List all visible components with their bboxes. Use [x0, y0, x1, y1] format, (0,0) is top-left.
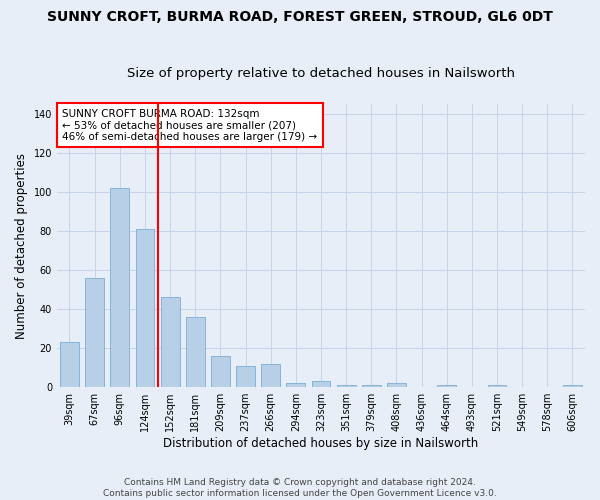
Bar	[60, 342, 79, 387]
Bar	[110, 188, 129, 387]
Bar	[437, 386, 456, 387]
Bar	[286, 384, 305, 387]
Text: SUNNY CROFT BURMA ROAD: 132sqm
← 53% of detached houses are smaller (207)
46% of: SUNNY CROFT BURMA ROAD: 132sqm ← 53% of …	[62, 108, 317, 142]
Bar	[563, 386, 582, 387]
Bar	[337, 386, 356, 387]
Text: Contains HM Land Registry data © Crown copyright and database right 2024.
Contai: Contains HM Land Registry data © Crown c…	[103, 478, 497, 498]
Bar	[236, 366, 255, 387]
X-axis label: Distribution of detached houses by size in Nailsworth: Distribution of detached houses by size …	[163, 437, 479, 450]
Bar	[186, 317, 205, 387]
Bar	[362, 386, 380, 387]
Bar	[211, 356, 230, 387]
Bar	[136, 229, 154, 387]
Bar	[85, 278, 104, 387]
Title: Size of property relative to detached houses in Nailsworth: Size of property relative to detached ho…	[127, 66, 515, 80]
Bar	[311, 382, 331, 387]
Y-axis label: Number of detached properties: Number of detached properties	[15, 152, 28, 338]
Bar	[488, 386, 506, 387]
Bar	[161, 298, 179, 387]
Bar	[261, 364, 280, 387]
Bar	[387, 384, 406, 387]
Text: SUNNY CROFT, BURMA ROAD, FOREST GREEN, STROUD, GL6 0DT: SUNNY CROFT, BURMA ROAD, FOREST GREEN, S…	[47, 10, 553, 24]
